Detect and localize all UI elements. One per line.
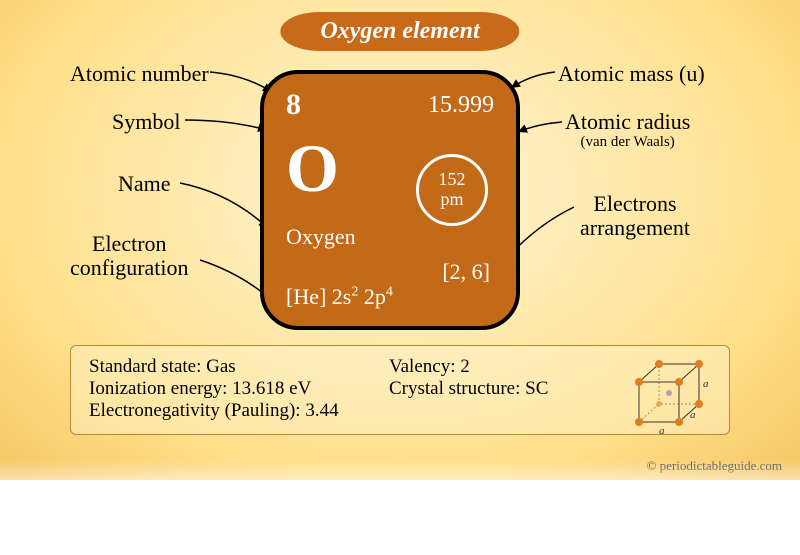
label-text: Electrons [593, 191, 676, 216]
standard-state: Standard state: Gas [89, 356, 389, 378]
atomic-mass: 15.999 [428, 92, 494, 119]
svg-text:a: a [703, 378, 709, 390]
label-symbol: Symbol [112, 110, 180, 134]
element-name: Oxygen [286, 224, 356, 250]
svg-text:a: a [690, 409, 696, 421]
atomic-number: 8 [286, 88, 301, 122]
element-symbol: O [286, 134, 339, 202]
label-electron-config: Electron configuration [70, 232, 189, 280]
atomic-radius-circle: 152 pm [416, 154, 488, 226]
radius-value: 152 [439, 170, 466, 190]
label-electrons-arrangement: Electrons arrangement [580, 192, 690, 240]
label-subtext: (van der Waals) [565, 134, 690, 151]
properties-panel: Standard state: Gas Valency: 2 Ionizatio… [70, 345, 730, 435]
valency: Valency: 2 [389, 356, 589, 378]
label-text: configuration [70, 255, 189, 280]
label-text: Electron [92, 231, 167, 256]
copyright-text: © periodictableguide.com [647, 458, 783, 474]
label-text: Atomic radius [565, 109, 690, 134]
infographic-canvas: Oxygen element Atomic number Symbol Name… [0, 0, 800, 480]
label-atomic-radius: Atomic radius (van der Waals) [565, 110, 690, 151]
label-name: Name [118, 172, 171, 196]
svg-text:a: a [659, 425, 665, 437]
electron-configuration: [He] 2s2 2p4 [286, 284, 393, 310]
crystal-structure: Crystal structure: SC [389, 378, 589, 400]
electrons-arrangement: [2, 6] [442, 259, 490, 285]
label-atomic-mass: Atomic mass (u) [558, 62, 705, 86]
ionization-energy: Ionization energy: 13.618 eV [89, 378, 389, 400]
element-tile: 8 15.999 O Oxygen 152 pm [2, 6] [He] 2s2… [260, 70, 520, 330]
label-text: arrangement [580, 215, 690, 240]
crystal-cube-icon: a a a [627, 354, 717, 450]
title-pill: Oxygen element [280, 12, 519, 51]
footer-text: Get all details, facts, properties, uses… [40, 500, 760, 540]
electronegativity: Electronegativity (Pauling): 3.44 [89, 400, 339, 422]
radius-unit: pm [440, 190, 463, 210]
label-atomic-number: Atomic number [70, 62, 209, 86]
arrow-icon [512, 118, 570, 143]
